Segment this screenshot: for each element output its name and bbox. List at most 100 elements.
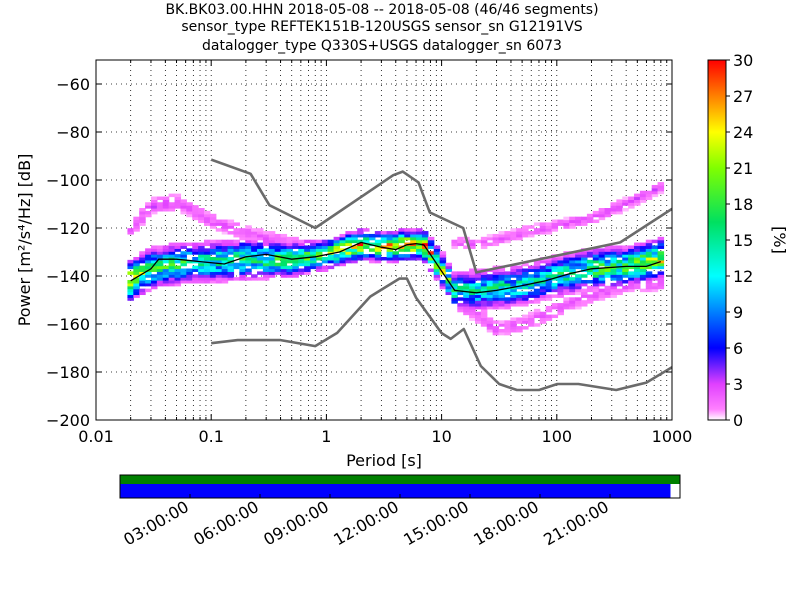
psd-cell: [233, 248, 240, 252]
psd-cell: [539, 311, 547, 316]
psd-cell: [651, 259, 659, 264]
psd-cell: [186, 280, 193, 284]
psd-cell: [150, 251, 158, 255]
psd-cell: [209, 239, 217, 244]
psd-cell: [398, 256, 405, 261]
psd-cell: [262, 233, 270, 238]
psd-cell: [516, 277, 523, 281]
psd-cell: [592, 291, 600, 296]
psd-cell: [227, 231, 235, 235]
psd-cell: [651, 187, 659, 192]
psd-cell: [539, 259, 547, 264]
psd-cell: [162, 274, 170, 278]
psd-cell: [180, 262, 187, 267]
psd-cell: [639, 196, 647, 200]
psd-cell: [292, 262, 299, 267]
psd-cell: [610, 282, 617, 287]
psd-cell: [510, 297, 517, 301]
psd-cell: [162, 208, 170, 212]
psd-cell: [174, 259, 182, 264]
psd-cell: [439, 280, 447, 284]
psd-cell: [645, 254, 653, 258]
psd-cell: [133, 228, 140, 232]
psd-cell: [339, 259, 346, 264]
psd-cell: [221, 254, 229, 258]
psd-cell: [527, 280, 535, 284]
psd-cell: [174, 274, 182, 278]
psd-cell: [198, 242, 205, 247]
psd-cell: [610, 248, 617, 252]
psd-cell: [639, 268, 647, 272]
psd-cell: [592, 219, 600, 224]
psd-cell: [180, 199, 187, 203]
psd-cell: [374, 245, 382, 249]
psd-cell: [569, 303, 576, 307]
psd-cell: [180, 259, 187, 264]
psd-cell: [280, 265, 288, 270]
psd-cell: [610, 256, 617, 261]
psd-cell: [510, 231, 517, 235]
psd-cell: [598, 262, 606, 267]
psd-cell: [221, 274, 229, 278]
psd-cell: [639, 271, 647, 275]
psd-cell: [645, 259, 653, 264]
psd-cell: [639, 242, 647, 247]
psd-cell: [198, 208, 205, 212]
psd-cell: [516, 317, 523, 321]
psd-cell: [162, 245, 170, 249]
psd-cell: [133, 222, 140, 226]
psd-cell: [327, 254, 335, 258]
psd-cell: [510, 288, 517, 293]
psd-cell: [610, 294, 617, 298]
psd-cell: [404, 233, 411, 238]
psd-cell: [268, 271, 276, 275]
psd-cell: [486, 326, 494, 330]
psd-cell: [604, 213, 612, 218]
psd-cell: [398, 236, 405, 241]
psd-cell: [657, 280, 665, 284]
psd-cell: [557, 280, 564, 284]
psd-cell: [639, 193, 647, 198]
psd-cell: [516, 280, 523, 284]
time-tick-label: 03:00:00: [120, 497, 192, 549]
psd-cell: [563, 297, 570, 301]
psd-cell: [604, 259, 612, 264]
psd-cell: [457, 285, 464, 290]
psd-cell: [386, 236, 394, 241]
psd-cell: [139, 265, 146, 270]
psd-cell: [180, 242, 187, 247]
psd-cell: [280, 262, 288, 267]
psd-cell: [274, 233, 282, 238]
psd-cell: [204, 274, 211, 278]
psd-cell: [221, 245, 229, 249]
psd-cell: [469, 297, 476, 301]
psd-cell: [363, 228, 370, 232]
psd-cell: [416, 239, 423, 244]
psd-cell: [274, 268, 282, 272]
psd-cell: [127, 262, 134, 267]
colorbar-label: [%]: [770, 226, 789, 254]
psd-cell: [127, 265, 134, 270]
psd-cell: [628, 254, 635, 258]
psd-cell: [628, 274, 635, 278]
psd-cell: [392, 254, 400, 258]
psd-cell: [392, 233, 400, 238]
psd-cell: [628, 248, 635, 252]
psd-cell: [598, 271, 606, 275]
psd-cell: [634, 254, 641, 258]
psd-cell: [145, 205, 152, 209]
psd-cell: [533, 297, 541, 301]
psd-cell: [445, 282, 453, 287]
psd-cell: [274, 239, 282, 244]
psd-cell: [622, 288, 629, 293]
psd-cell: [133, 219, 140, 224]
psd-cell: [180, 245, 187, 249]
data-availability-bar: 03:00:0006:00:0009:00:0012:00:0015:00:00…: [119, 474, 681, 549]
psd-cell: [457, 305, 464, 310]
psd-cell: [357, 256, 364, 261]
psd-cell: [504, 320, 511, 324]
psd-cell: [262, 248, 270, 252]
psd-cell: [327, 259, 335, 264]
psd-cell: [156, 271, 164, 275]
psd-cell: [416, 245, 423, 249]
